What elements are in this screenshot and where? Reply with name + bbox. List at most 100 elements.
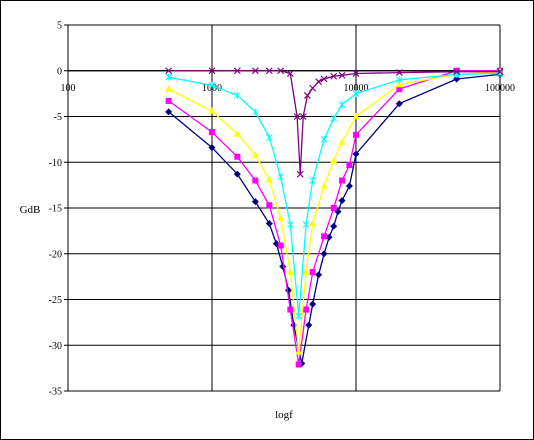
data-point bbox=[320, 135, 328, 143]
data-point bbox=[320, 75, 328, 83]
data-point bbox=[277, 173, 285, 181]
y-tick-label: 5 bbox=[57, 21, 62, 32]
data-point bbox=[309, 84, 317, 92]
data-point bbox=[330, 72, 338, 80]
data-point bbox=[233, 67, 241, 75]
data-point bbox=[165, 108, 173, 116]
series-5 bbox=[165, 67, 504, 178]
data-point bbox=[353, 131, 359, 138]
data-point bbox=[295, 312, 303, 320]
data-point bbox=[352, 150, 360, 158]
y-tick-label: -25 bbox=[49, 295, 62, 306]
data-point bbox=[208, 144, 216, 152]
data-point bbox=[309, 177, 317, 185]
data-point bbox=[395, 76, 403, 84]
data-point bbox=[302, 268, 310, 275]
data-point bbox=[165, 73, 173, 81]
data-point bbox=[208, 107, 216, 114]
data-point bbox=[345, 182, 353, 190]
data-point bbox=[266, 202, 273, 209]
data-point bbox=[352, 112, 360, 120]
data-point bbox=[339, 177, 346, 184]
data-point bbox=[209, 129, 215, 136]
data-point bbox=[315, 271, 323, 279]
gridlines bbox=[67, 24, 501, 392]
data-point bbox=[265, 134, 273, 142]
y-tick-label: -5 bbox=[54, 112, 62, 123]
data-point bbox=[296, 170, 304, 178]
data-point bbox=[330, 156, 338, 164]
data-point bbox=[320, 182, 328, 189]
series-4-line bbox=[168, 72, 501, 317]
data-point bbox=[299, 113, 307, 120]
data-point bbox=[234, 91, 241, 99]
series-5-line bbox=[168, 70, 500, 175]
data-point bbox=[330, 114, 338, 122]
series-2 bbox=[165, 67, 503, 368]
data-point bbox=[251, 151, 259, 158]
y-tick-label: -30 bbox=[49, 341, 62, 352]
data-point bbox=[286, 268, 294, 275]
data-point bbox=[165, 67, 173, 75]
y-axis-title: GdB bbox=[20, 204, 41, 216]
data-point bbox=[453, 68, 461, 76]
y-tick-label: -15 bbox=[49, 204, 62, 215]
data-point bbox=[277, 67, 285, 75]
data-point bbox=[302, 220, 310, 228]
data-point bbox=[346, 161, 353, 168]
y-tick-label: -10 bbox=[49, 158, 62, 169]
data-point bbox=[287, 306, 294, 313]
data-point bbox=[309, 269, 316, 276]
data-point bbox=[251, 198, 259, 206]
data-point bbox=[234, 153, 241, 160]
data-point bbox=[277, 242, 284, 249]
data-point bbox=[208, 81, 216, 89]
data-point bbox=[338, 138, 346, 145]
data-point bbox=[304, 92, 311, 99]
data-point bbox=[165, 85, 173, 92]
data-point bbox=[330, 205, 337, 211]
data-point bbox=[252, 177, 259, 184]
data-point bbox=[285, 286, 293, 294]
data-point bbox=[293, 113, 301, 120]
data-point bbox=[286, 70, 294, 77]
series-2-line bbox=[168, 70, 500, 365]
series-4 bbox=[165, 69, 504, 320]
data-point bbox=[395, 80, 403, 88]
data-point bbox=[233, 170, 241, 178]
data-point bbox=[265, 220, 273, 228]
y-tick-label: -20 bbox=[49, 249, 62, 260]
y-tick-label: 0 bbox=[57, 66, 62, 77]
data-point bbox=[295, 361, 302, 368]
data-point bbox=[265, 175, 273, 183]
data-point bbox=[251, 108, 259, 116]
data-point bbox=[338, 101, 346, 109]
data-point bbox=[330, 222, 338, 230]
data-point bbox=[251, 67, 259, 75]
y-tick-label: -35 bbox=[49, 387, 62, 398]
data-point bbox=[338, 71, 346, 79]
data-point bbox=[295, 347, 303, 355]
series-3-line bbox=[168, 71, 501, 352]
x-tick-label: 100000 bbox=[485, 83, 515, 94]
data-point bbox=[303, 306, 310, 313]
series-3 bbox=[165, 67, 504, 355]
data-point bbox=[309, 300, 317, 308]
data-point bbox=[496, 68, 504, 76]
data-point bbox=[165, 97, 172, 104]
data-point bbox=[395, 69, 403, 77]
data-point bbox=[309, 219, 317, 227]
data-point bbox=[321, 233, 328, 240]
data-point bbox=[305, 321, 313, 329]
data-point bbox=[453, 75, 461, 83]
data-point bbox=[286, 220, 294, 228]
data-point bbox=[338, 197, 346, 205]
data-point bbox=[265, 67, 273, 75]
data-point bbox=[233, 130, 241, 137]
data-point bbox=[352, 70, 360, 77]
x-axis-title: logf bbox=[275, 409, 293, 421]
data-point bbox=[279, 263, 287, 271]
data-point bbox=[352, 90, 360, 98]
